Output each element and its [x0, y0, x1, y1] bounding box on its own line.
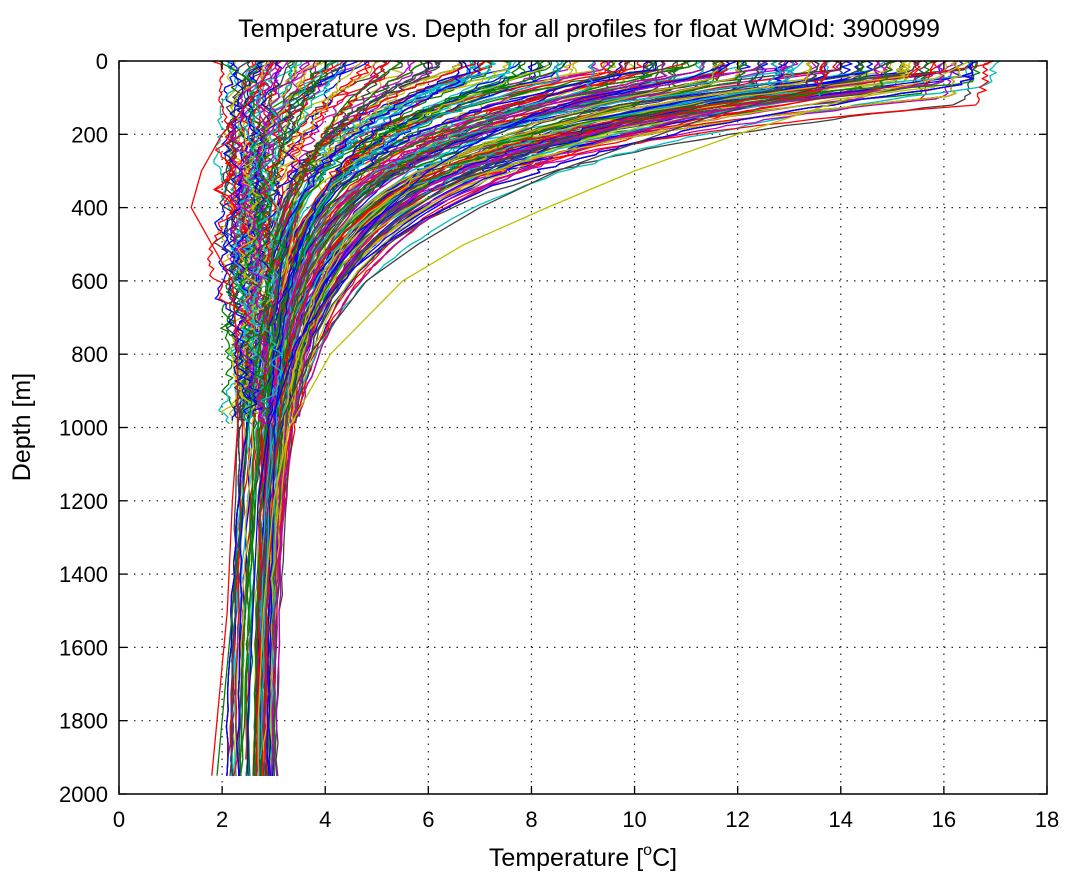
x-tick-label: 4 [319, 807, 331, 832]
temperature-profile-line [267, 61, 723, 760]
x-tick-label: 12 [725, 807, 749, 832]
x-axis-title-before: Temperature [ [489, 844, 643, 872]
temperature-profile-line [229, 61, 272, 425]
temperature-profile-line [247, 61, 656, 777]
x-tick-label: 2 [216, 807, 228, 832]
temperature-profile-line [264, 61, 348, 237]
temperature-profile-line [222, 61, 252, 270]
temperature-profile-line [262, 61, 345, 279]
temperature-profile-line [247, 61, 738, 776]
temperature-profile-line [291, 61, 962, 410]
temperature-profile-line [292, 61, 1000, 417]
temperature-profile-line [244, 61, 463, 417]
y-tick-label: 800 [71, 342, 108, 367]
temperature-profile-line [227, 61, 266, 415]
ticks-layer: 0 2 4 6 8 10 12 14 16 18 0 200 400 600 800 1000 1200 1400… [59, 49, 1059, 832]
y-tick-label: 1800 [59, 709, 108, 734]
temperature-profile-line [229, 61, 273, 286]
y-tick-label: 600 [71, 269, 108, 294]
x-tick-label: 14 [829, 807, 853, 832]
x-axis-title-superscript: o [643, 842, 652, 859]
y-tick-label: 1600 [59, 635, 108, 660]
temperature-profile-line [217, 61, 254, 424]
x-tick-label: 18 [1035, 807, 1059, 832]
x-tick-label: 6 [422, 807, 434, 832]
x-tick-label: 8 [525, 807, 537, 832]
temperature-profile-line [219, 61, 267, 300]
y-tick-label: 1000 [59, 416, 108, 441]
temperature-profile-line [294, 61, 820, 424]
temperature-profile-line [261, 61, 433, 417]
temperature-profile-line [294, 61, 947, 417]
temperature-profile-line [245, 61, 424, 777]
temperature-profile-line [272, 61, 668, 424]
temperature-profile-line [206, 61, 255, 329]
y-tick-label: 200 [71, 122, 108, 147]
temperature-profile-line [190, 61, 275, 776]
x-tick-label: 16 [932, 807, 956, 832]
y-tick-label: 0 [96, 49, 108, 74]
x-tick-label: 10 [622, 807, 646, 832]
temperature-profile-line [258, 61, 596, 777]
temperature-profile-line [252, 61, 893, 776]
x-axis-title: Temperature [oC] [489, 842, 677, 872]
temperature-profile-line [288, 61, 979, 410]
temperature-profile-line [214, 61, 258, 415]
x-tick-label: 0 [113, 807, 125, 832]
temperature-profile-line [270, 61, 815, 424]
temperature-profile-line [265, 61, 522, 417]
y-tick-label: 2000 [59, 782, 108, 807]
y-tick-label: 1200 [59, 489, 108, 514]
temperature-profile-line [230, 61, 277, 313]
temperature-profile-line [257, 61, 970, 776]
temperature-profile-line [216, 61, 403, 776]
temperature-profile-line [286, 61, 920, 417]
profiles-layer [190, 61, 1000, 777]
temperature-profile-line [271, 61, 828, 424]
temperature-profile-line [237, 61, 265, 418]
y-tick-label: 1400 [59, 562, 108, 587]
temperature-profile-line [227, 61, 326, 415]
temperature-profile-line [256, 61, 388, 760]
temperature-profile-line [262, 61, 911, 777]
temperature-profile-line [235, 61, 463, 777]
y-tick-label: 400 [71, 196, 108, 221]
y-axis-title: Depth [m] [8, 373, 36, 481]
grid-layer [119, 61, 1047, 794]
temperature-profile-line [266, 61, 481, 777]
chart-title: Temperature vs. Depth for all profiles f… [238, 15, 940, 43]
x-axis-title-after: C] [652, 844, 677, 872]
temperature-profile-line [258, 61, 343, 418]
temperature-profile-line [257, 61, 327, 247]
temperature-profile-line [261, 61, 830, 777]
